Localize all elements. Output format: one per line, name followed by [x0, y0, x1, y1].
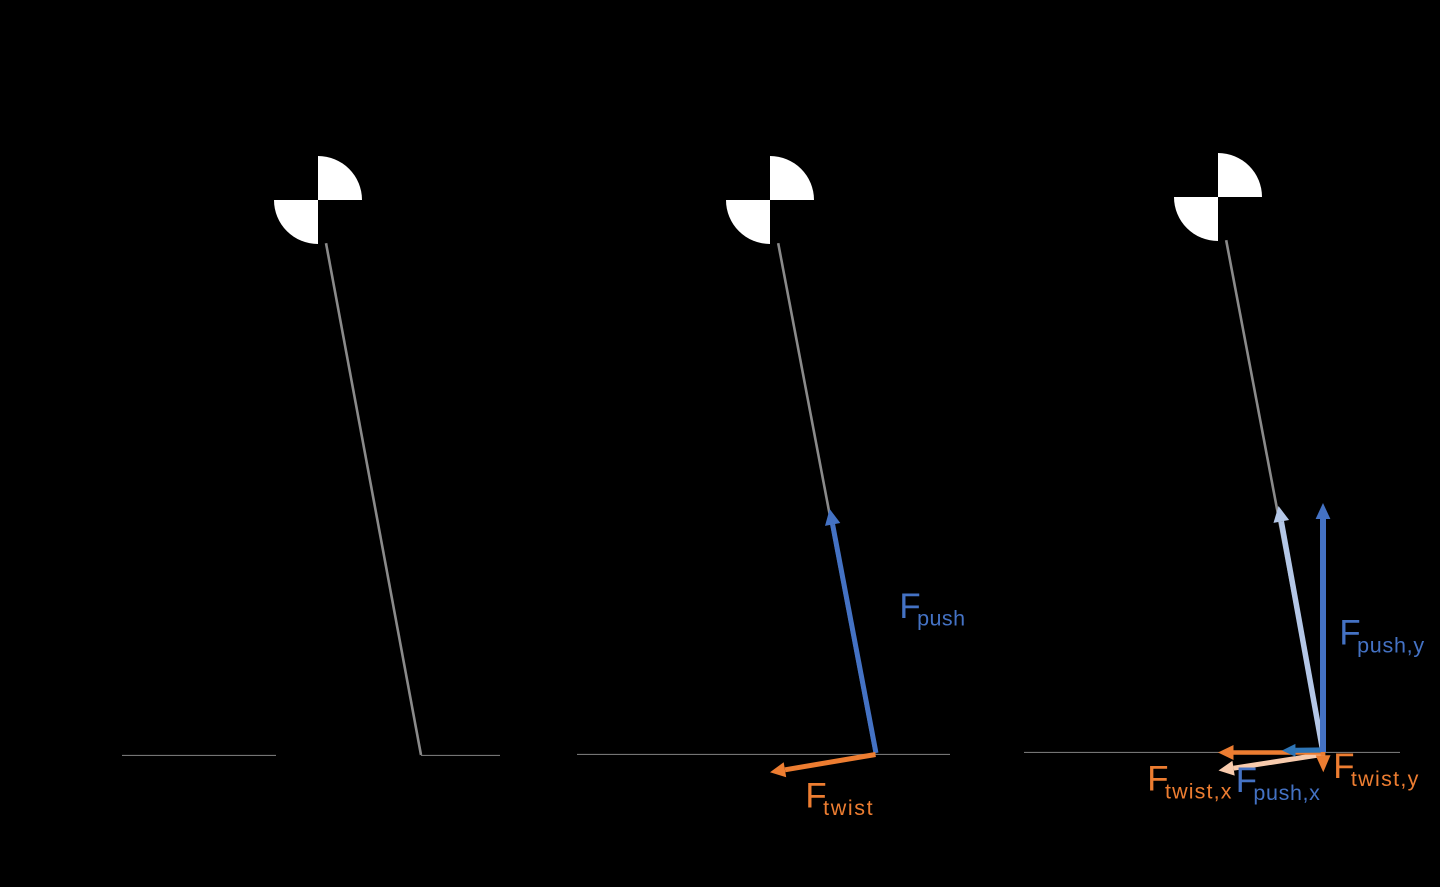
svg-text:push,y: push,y — [1357, 633, 1424, 657]
svg-text:F: F — [899, 587, 920, 626]
svg-text:F: F — [1236, 761, 1257, 800]
svg-text:twist,y: twist,y — [1351, 767, 1419, 791]
svg-text:twist,x: twist,x — [1165, 779, 1232, 803]
svg-text:F: F — [1339, 614, 1360, 653]
svg-text:push,x: push,x — [1253, 781, 1320, 805]
svg-text:F: F — [805, 776, 826, 815]
svg-text:push: push — [917, 607, 965, 631]
svg-text:twist: twist — [823, 796, 873, 820]
svg-text:F: F — [1147, 760, 1168, 799]
svg-text:F: F — [1333, 747, 1354, 786]
